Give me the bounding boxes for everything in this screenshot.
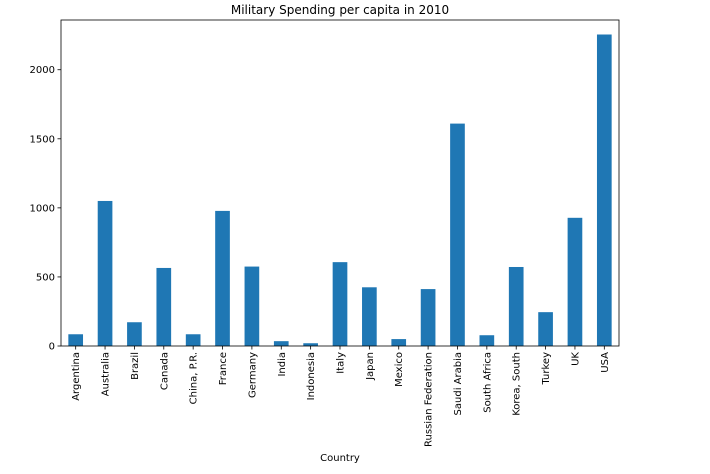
bar [420, 289, 436, 346]
x-tick-label: Germany [247, 352, 258, 398]
y-tick-label: 1500 [30, 134, 55, 145]
bar [244, 266, 260, 346]
bar [362, 287, 377, 346]
x-tick-label: Brazil [130, 352, 141, 380]
x-tick-label: France [218, 352, 229, 385]
bar [567, 217, 583, 346]
bar [215, 210, 230, 346]
x-tick-label: Korea, South [512, 352, 523, 416]
x-tick-label: Russian Federation [424, 352, 435, 447]
plot-area: 0 500 1000 1500 2000 Argentina Australia Brazil… [30, 19, 620, 447]
bar [508, 266, 524, 346]
x-axis-label: Country [320, 453, 360, 464]
x-tick-label: UK [570, 352, 581, 366]
y-tick-label: 1000 [30, 203, 55, 214]
bar [97, 200, 113, 346]
bar [479, 335, 495, 346]
bar [303, 343, 318, 346]
bar [450, 123, 465, 346]
x-tick-label: Indonesia [306, 352, 317, 400]
y-tick-label: 2000 [30, 65, 55, 76]
x-tick-label: Turkey [541, 352, 552, 386]
bar [185, 334, 201, 346]
x-tick-label: Japan [365, 352, 376, 381]
bar [273, 341, 289, 346]
bar [156, 267, 172, 346]
y-tick-label: 500 [36, 272, 55, 283]
x-tick-label: Australia [101, 352, 112, 396]
bar [127, 322, 142, 346]
x-tick-label: India [277, 352, 288, 377]
x-tick-label: Mexico [394, 352, 405, 387]
bar [68, 334, 84, 346]
x-tick-label: USA [600, 352, 611, 373]
bar [332, 262, 348, 346]
x-tick-label: China, P.R. [189, 352, 200, 404]
bar [596, 34, 612, 346]
x-tick-label: South Africa [482, 352, 493, 413]
x-tick-label: Saudi Arabia [453, 352, 464, 415]
bar [538, 312, 553, 346]
x-tick-label: Italy [336, 352, 347, 374]
y-tick-label: 0 [49, 342, 55, 353]
x-tick-label: Canada [159, 352, 170, 390]
chart-title: Military Spending per capita in 2010 [231, 3, 449, 17]
x-tick-label: Argentina [71, 352, 82, 401]
bar [391, 339, 407, 346]
